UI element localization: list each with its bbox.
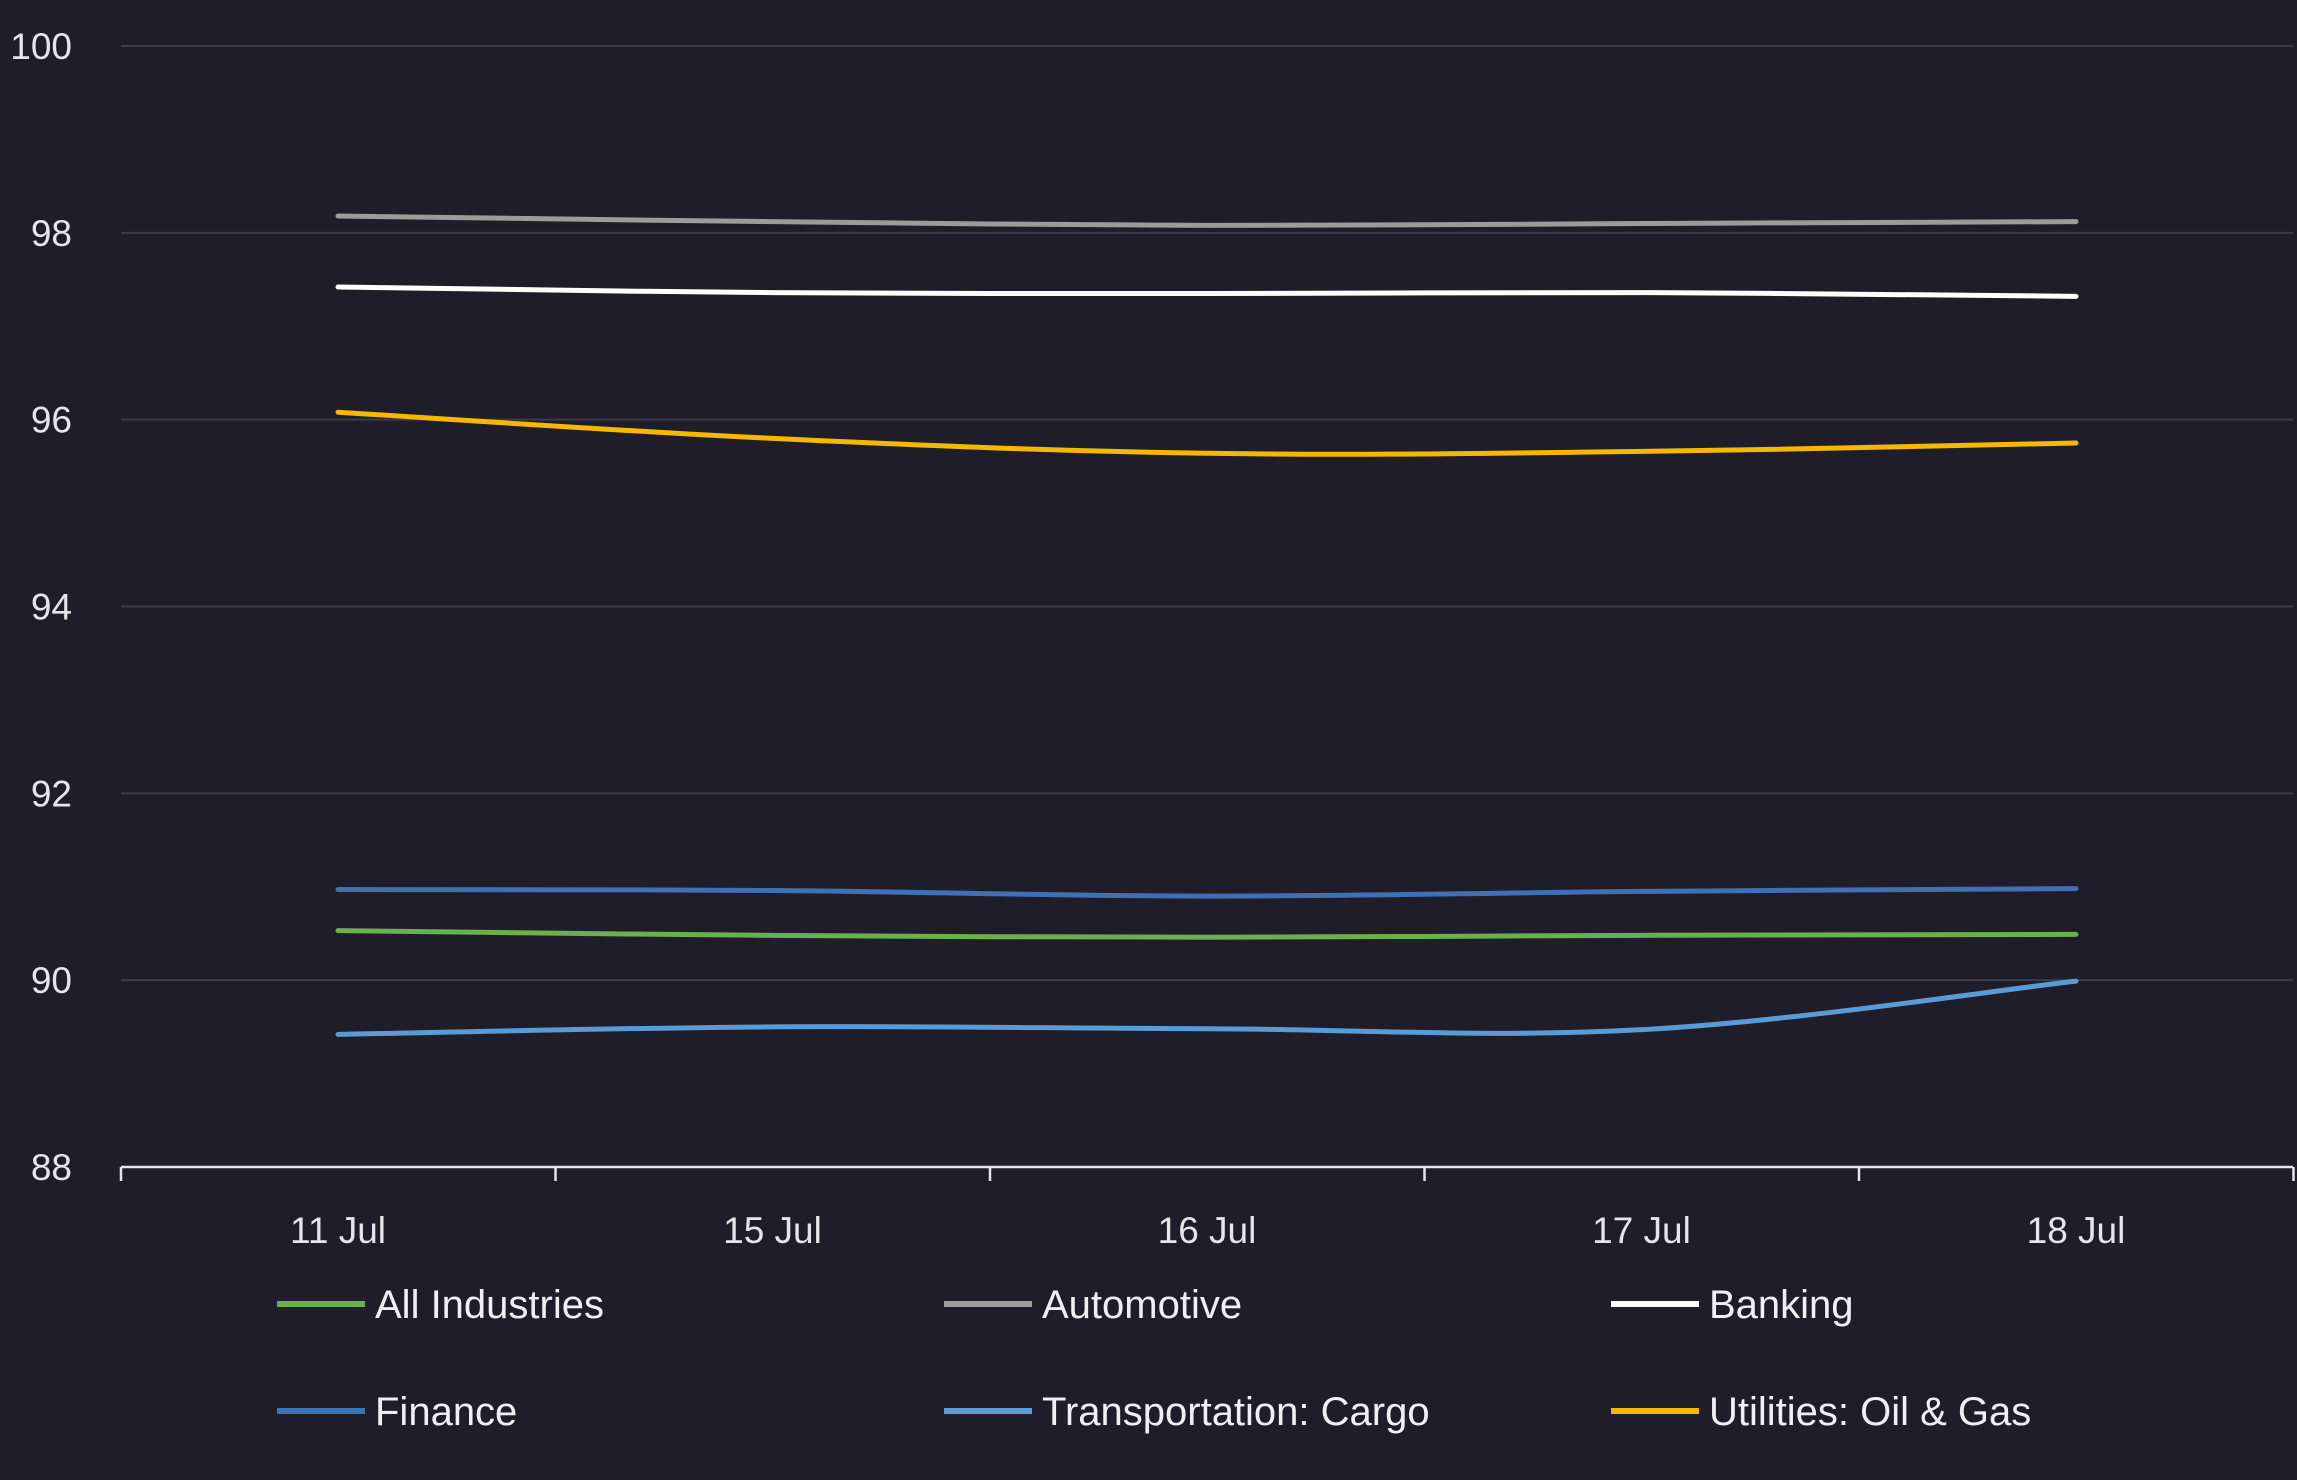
x-tick-label: 11 Jul (290, 1210, 386, 1251)
y-tick-label: 94 (31, 587, 72, 628)
y-tick-label: 90 (31, 960, 72, 1001)
legend-item: Transportation: Cargo (944, 1390, 1430, 1434)
x-tick-label: 18 Jul (2027, 1210, 2126, 1251)
legend-label: All Industries (375, 1283, 604, 1327)
y-axis: 88 90 92 94 96 98 100 (10, 26, 72, 1188)
series-line-all-industries (335, 928, 2079, 940)
legend-item: Finance (277, 1390, 517, 1434)
series-line-automotive (335, 213, 2079, 228)
legend-label: Utilities: Oil & Gas (1709, 1390, 2031, 1434)
x-axis: 11 Jul 15 Jul 16 Jul 17 Jul 18 Jul (119, 1165, 2295, 1251)
legend-item: Banking (1611, 1283, 1854, 1327)
series-line-transportation-cargo (335, 978, 2079, 1037)
legend-label: Finance (375, 1390, 517, 1434)
legend-item: Utilities: Oil & Gas (1611, 1390, 2031, 1434)
legend-item: Automotive (944, 1283, 1242, 1327)
x-tick-label: 17 Jul (1592, 1210, 1691, 1251)
series-lines (335, 213, 2079, 1037)
y-tick-label: 92 (31, 773, 72, 814)
y-tick-label: 88 (31, 1147, 72, 1188)
series-line-banking (335, 284, 2079, 299)
y-tick-label: 96 (31, 400, 72, 441)
legend-label: Banking (1709, 1283, 1854, 1327)
legend-label: Transportation: Cargo (1042, 1390, 1430, 1434)
legend: All Industries Automotive Banking Finance Tr… (277, 1283, 2031, 1434)
series-line-finance (335, 886, 2079, 899)
y-tick-label: 100 (10, 26, 72, 67)
y-tick-label: 98 (31, 213, 72, 254)
legend-label: Automotive (1042, 1283, 1242, 1327)
grid-lines (121, 45, 2293, 982)
legend-item: All Industries (277, 1283, 604, 1327)
series-line-utilities-oil-gas (335, 409, 2079, 457)
x-tick-label: 16 Jul (1158, 1210, 1257, 1251)
x-tick-label: 15 Jul (723, 1210, 822, 1251)
